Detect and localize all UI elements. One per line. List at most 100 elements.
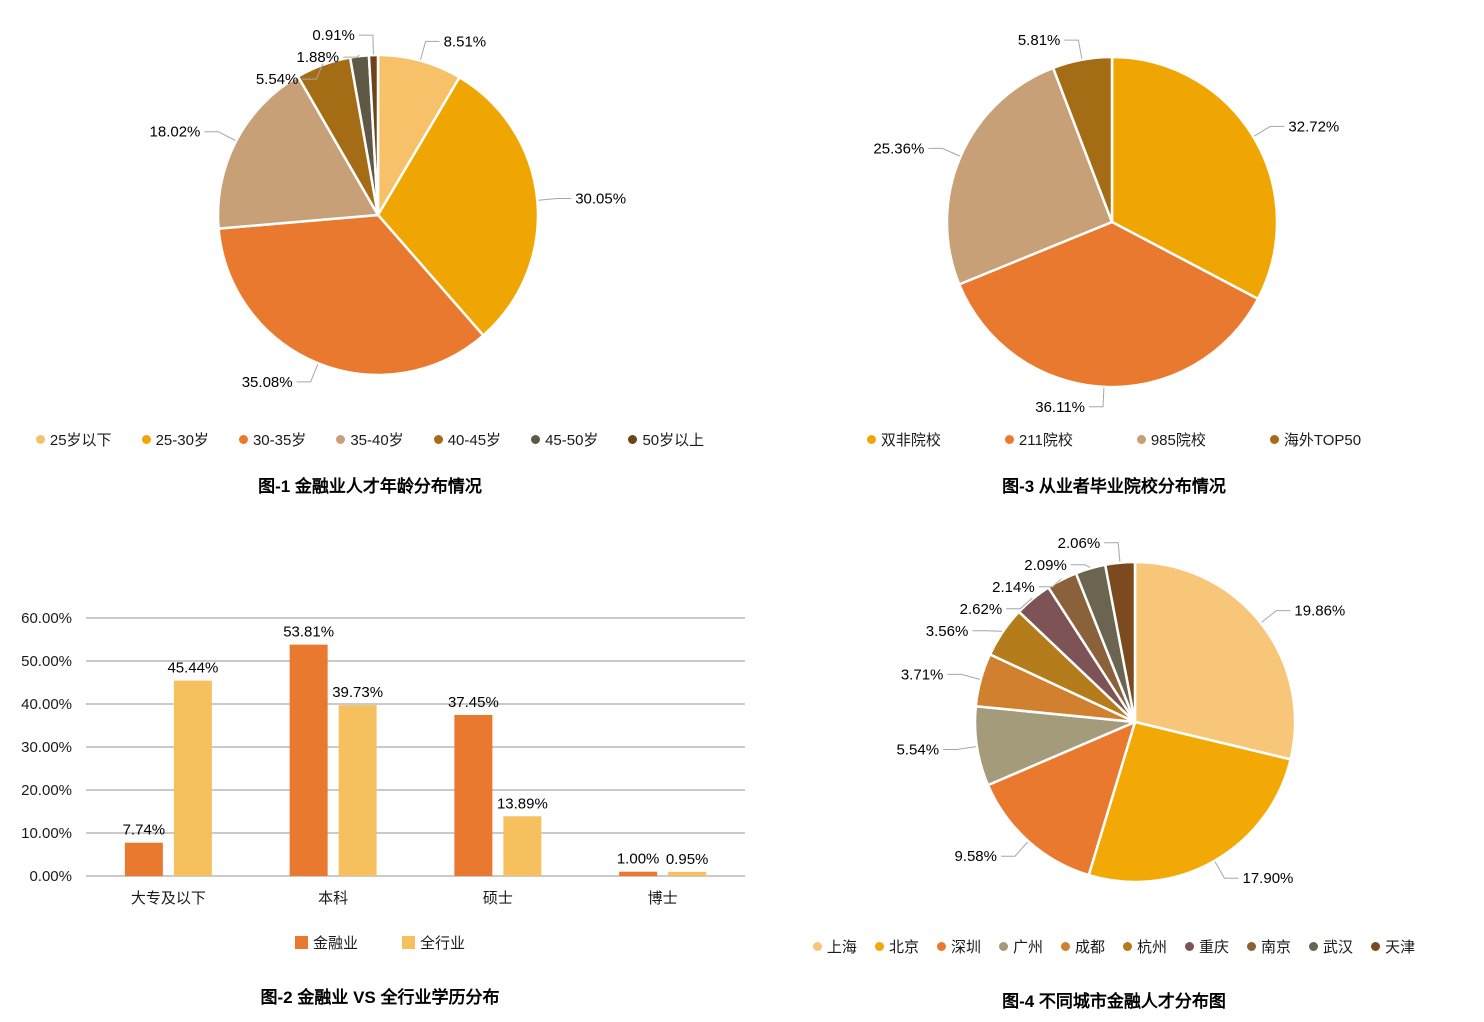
legend-dot-marker-icon [998,941,1008,951]
legend-dot-marker-icon [936,941,946,951]
legend-dot-marker-icon [812,941,822,951]
y-axis-tick-label: 50.00% [21,653,72,670]
legend-dot-marker-icon [238,434,248,444]
bar [124,842,163,876]
legend-item: 985院校 [1136,429,1206,450]
school-pie-plot: 32.72% 36.11% 25.36% 5.81% [873,32,1339,416]
label-leader-line [947,673,980,680]
pie-slice [1133,560,1297,761]
bar [454,714,493,876]
legend-dot-marker-icon [531,434,541,444]
legend-label: 上海 [826,938,857,956]
legend-dot-marker-icon [336,434,346,444]
y-axis-tick-label: 0.00% [29,868,72,885]
y-axis-tick-label: 60.00% [21,610,72,627]
y-axis-tick-label: 30.00% [21,739,72,756]
bar-value-label: 37.45% [448,694,499,711]
legend-label: 深圳 [950,938,981,956]
chart-age-distribution: 8.51% 30.05% 35.08% 18.02% 5.54% 1.88% 0.91% 2… [0,0,740,511]
legend-dot-marker-icon [1371,941,1381,951]
education-bar-legend: 金融业 全行业 [0,927,760,957]
legend-item: 25岁以下 [35,429,112,450]
pie-slice [986,720,1137,877]
legend-label: 杭州 [1137,938,1168,956]
pie-slice [1051,55,1114,224]
pie-slice [1110,55,1279,301]
legend-label: 北京 [888,938,919,956]
pie-slice-label: 30.05% [575,191,626,208]
legend-label: 成都 [1074,938,1105,956]
label-leader-line [302,63,324,80]
pie-slice-label: 5.81% [1018,32,1061,49]
legend-dot-marker-icon [141,434,151,444]
y-axis-tick-label: 40.00% [21,696,72,713]
legend-item: 天津 [1371,936,1415,957]
pie-slice-label: 0.91% [312,27,355,44]
legend-item: 40-45岁 [433,429,501,450]
school-pie-legend: 双非院校 211院校 985院校 海外TOP50 [744,424,1484,454]
label-leader-line [1253,125,1285,137]
legend-label: 25-30岁 [155,431,209,449]
education-bar-plot: 0.00% 10.00% 20.00% 30.00% 40.00% 50.00% 60.00… [21,610,745,907]
pie-slice-label: 2.06% [1058,535,1101,552]
label-leader-line [1070,564,1091,568]
education-bar-title: 图-2 金融业 VS 全行业学历分布 [260,988,500,1007]
city-pie-legend: 上海 北京 深圳 广州 成都 杭州 重庆 南京 武汉 天津 [744,931,1484,961]
legend-dot-marker-icon [1185,941,1195,951]
bar-value-label: 1.00% [617,851,660,868]
label-leader-line [343,54,360,58]
legend-square-marker-icon [294,935,308,949]
bar-value-label: 53.81% [283,624,334,641]
label-leader-line [1001,841,1029,857]
legend-item: 35-40岁 [336,429,404,450]
pie-slice-label: 19.86% [1294,603,1345,620]
city-pie-title: 图-4 不同城市金融人才分布图 [1002,992,1226,1011]
legend-label: 45-50岁 [545,431,599,449]
label-leader-line [943,746,976,750]
age-pie-plot: 8.51% 30.05% 35.08% 18.02% 5.54% 1.88% 0.91% [150,27,627,391]
age-pie-legend: 25岁以下 25-30岁 30-35岁 35-40岁 40-45岁 45-50岁 50岁以上 [0,424,740,454]
pie-slice-label: 17.90% [1243,870,1294,887]
legend-label: 50岁以上 [642,431,705,449]
legend-dot-marker-icon [628,434,638,444]
bar [668,871,707,876]
legend-label: 全行业 [420,934,466,952]
label-leader-line [296,364,319,383]
pie-slice [945,66,1114,286]
legend-square-marker-icon [402,935,415,949]
legend-item: 双非院校 [866,429,941,450]
bar [289,644,328,876]
label-leader-line [1038,578,1062,588]
legend-item: 杭州 [1123,936,1167,957]
legend-label: 南京 [1261,938,1292,956]
legend-item: 50岁以上 [628,429,704,450]
legend-dot-marker-icon [1309,941,1319,951]
bar [173,680,212,876]
pie-slice-label: 36.11% [1035,399,1085,416]
bar-value-label: 13.89% [497,795,548,812]
legend-label: 211院校 [1018,431,1073,449]
legend-dot-marker-icon [433,434,443,444]
chart-school-distribution: 32.72% 36.11% 25.36% 5.81% 双非院校 211院校 985院校 海外… [744,0,1484,511]
bar [619,871,658,876]
legend-dot-marker-icon [866,434,876,444]
legend-label: 海外TOP50 [1283,431,1362,449]
pie-slice [376,53,461,217]
legend-item: 成都 [1060,936,1105,957]
pie-slice [957,220,1260,389]
x-axis-category-label: 硕士 [483,890,513,907]
pie-slice-label: 1.88% [297,49,340,66]
pie-slice-label: 25.36% [873,140,924,157]
chart-city-distribution: 19.86% 17.90% 9.58% 5.54% 3.71% 3.56% 2.62% 2.1… [744,511,1484,1022]
x-axis-category-label: 博士 [648,890,678,907]
pie-slice-label: 18.02% [150,124,201,141]
pie-slice-label: 32.72% [1288,118,1339,135]
pie-slice-label: 9.58% [954,848,997,865]
x-axis-category-label: 本科 [318,890,348,907]
y-axis-tick-label: 10.00% [21,825,72,842]
pie-slice-label: 2.62% [960,601,1003,618]
label-leader-line [928,147,960,157]
legend-label: 重庆 [1199,938,1230,956]
legend-item: 45-50岁 [531,429,598,450]
legend-label: 广州 [1012,938,1043,956]
